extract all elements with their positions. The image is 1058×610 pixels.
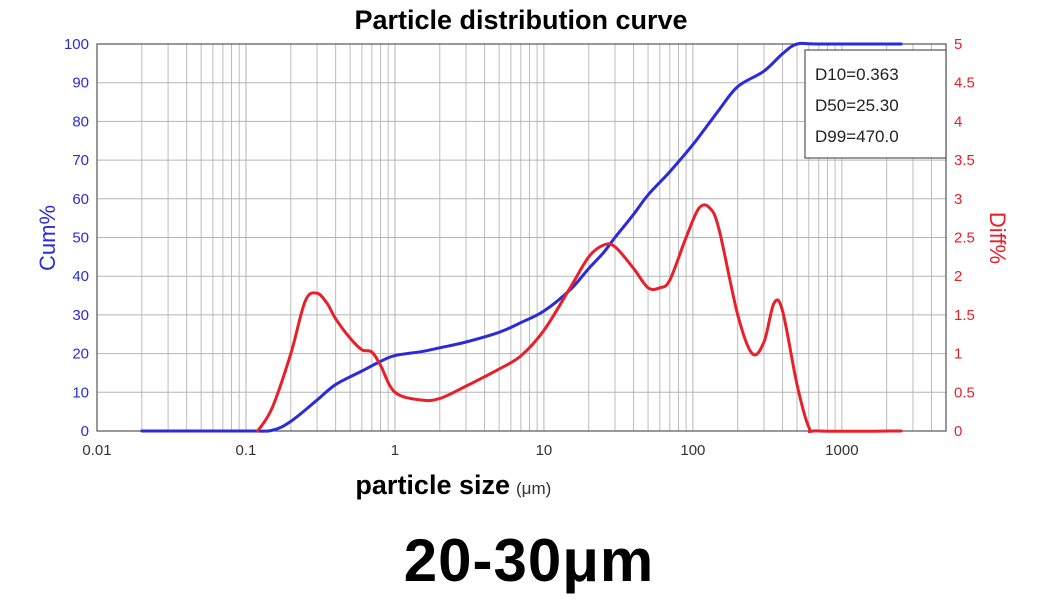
particle-distribution-chart: Particle distribution curve 010203040506…: [35, 5, 1010, 500]
right-y-tick-label: 2.5: [954, 230, 975, 247]
right-y-tick-label: 3: [954, 191, 962, 208]
x-tick-label: 10: [536, 442, 553, 459]
statistics-box: [804, 49, 947, 159]
left-y-tick-label: 40: [72, 268, 89, 285]
right-y-axis: 0 0.5 1 1.5 2 2.5 3 3.5 4 4.5 5: [954, 36, 975, 440]
chart-title: Particle distribution curve: [354, 5, 687, 35]
right-y-tick-label: 1: [954, 346, 962, 363]
left-y-tick-label: 70: [72, 152, 89, 169]
left-y-tick-label: 50: [72, 230, 89, 247]
x-tick-label: 0.1: [236, 442, 257, 459]
x-axis-label: particle size: [355, 470, 510, 500]
differential-curve: [256, 203, 903, 434]
size-range-caption: 20-30μm: [403, 527, 655, 594]
series-group: [140, 41, 903, 434]
left-y-tick-label: 90: [72, 75, 89, 92]
right-y-tick-label: 1.5: [954, 307, 975, 324]
left-y-tick-label: 100: [64, 36, 89, 53]
left-y-tick-label: 10: [72, 384, 89, 401]
left-y-tick-label: 80: [72, 113, 89, 130]
right-y-tick-label: 4: [954, 113, 962, 130]
right-y-tick-label: 0.5: [954, 384, 975, 401]
right-y-axis-label: Diff%: [985, 212, 1010, 264]
right-y-tick-label: 0: [954, 423, 962, 440]
x-tick-label: 1: [391, 442, 399, 459]
x-tick-label: 1000: [825, 442, 858, 459]
x-tick-label: 100: [680, 442, 705, 459]
x-tick-label: 0.01: [82, 442, 111, 459]
plot-area-frame: [96, 43, 947, 432]
left-y-tick-label: 30: [72, 307, 89, 324]
statistics-legend: D10=0.363 D50=25.30 D99=470.0: [804, 49, 947, 159]
annotation-d10: D10=0.363: [815, 65, 899, 84]
left-y-tick-label: 20: [72, 346, 89, 363]
cumulative-curve: [140, 41, 903, 433]
left-y-axis: 0 10 20 30 40 50 60 70 80 90 100: [64, 36, 89, 440]
x-axis-unit: (μm): [516, 479, 551, 498]
right-y-tick-label: 5: [954, 36, 962, 53]
right-y-tick-label: 4.5: [954, 75, 975, 92]
left-y-tick-label: 0: [81, 423, 89, 440]
left-y-axis-label: Cum%: [35, 205, 60, 271]
annotation-d50: D50=25.30: [815, 96, 899, 115]
x-axis: 0.01 0.1 1 10 100 1000: [82, 442, 858, 459]
left-y-tick-label: 60: [72, 191, 89, 208]
right-y-tick-label: 3.5: [954, 152, 975, 169]
annotation-d99: D99=470.0: [815, 127, 899, 146]
right-y-tick-label: 2: [954, 268, 962, 285]
